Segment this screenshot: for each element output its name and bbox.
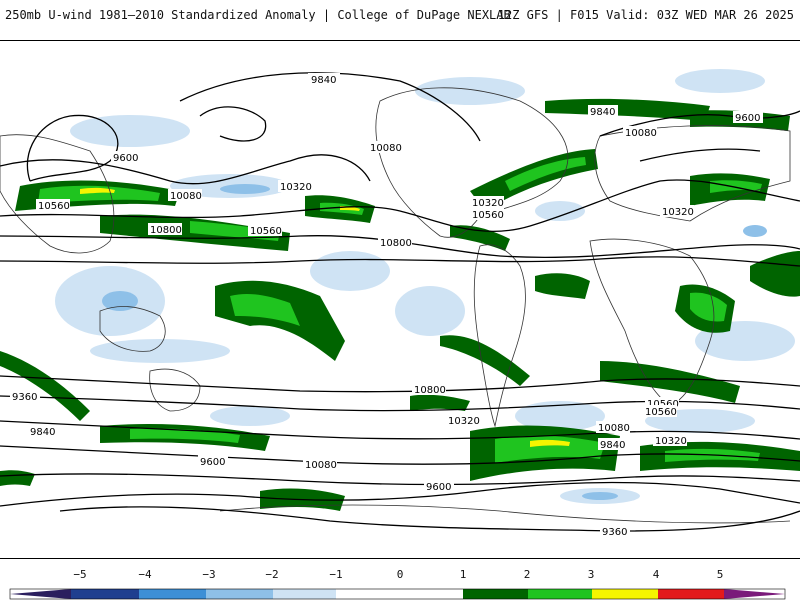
colorbar-arrow-right <box>724 589 785 599</box>
contour-label: 10080 <box>370 143 402 154</box>
colorbar-swatch <box>206 589 273 599</box>
contour-label: 10080 <box>305 460 337 471</box>
contour-label: 9840 <box>30 427 55 438</box>
contour-label: 9600 <box>426 482 451 493</box>
colorbar-swatch <box>463 589 528 599</box>
colorbar-tick-label: 1 <box>459 568 467 581</box>
colorbar-swatch <box>658 589 724 599</box>
colorbar-swatch <box>592 589 658 599</box>
contour-label: 10320 <box>655 436 687 447</box>
colorbar-arrow-left <box>10 589 71 599</box>
contour-label: 10560 <box>38 201 70 212</box>
contour-label: 10080 <box>625 128 657 139</box>
contour-label: 10320 <box>448 416 480 427</box>
colorbar-swatch <box>139 589 206 599</box>
colorbar-swatch <box>528 589 592 599</box>
contour-label: 10080 <box>170 191 202 202</box>
colorbar-tick-label: −2 <box>265 568 279 581</box>
negative-anomaly-shading <box>55 69 795 504</box>
colorbar-tick-label: 3 <box>587 568 595 581</box>
colorbar-tick-label: 2 <box>523 568 531 581</box>
map-panel: 9840 9600 10080 10320 10560 10800 9360 1… <box>0 40 800 559</box>
colorbar-tick-label: −5 <box>73 568 87 581</box>
colorbar-tick-label: −4 <box>138 568 152 581</box>
contour-label: 9600 <box>200 457 225 468</box>
colorbar-swatch <box>71 589 139 599</box>
contour-label: 9360 <box>602 527 627 538</box>
contour-label: 10800 <box>414 385 446 396</box>
contour-label: 10320 <box>662 207 694 218</box>
map-canvas: 9840 9600 10080 10320 10560 10800 9360 1… <box>0 69 800 538</box>
model-run-label: 12Z GFS | F015 Valid: 03Z WED MAR 26 202… <box>497 8 794 22</box>
colorbar-swatch <box>273 589 336 599</box>
colorbar-swatch <box>336 589 463 599</box>
contour-labels: 9840 9600 10080 10320 10560 10800 9360 1… <box>10 73 763 538</box>
colorbar-legend: −5 −4 −3 −2 −1 0 1 2 3 4 5 <box>0 568 800 600</box>
contour-label: 10560 <box>250 226 282 237</box>
colorbar-tick-label: −1 <box>329 568 343 581</box>
contour-label: 10800 <box>380 238 412 249</box>
contour-label: 9840 <box>600 440 625 451</box>
contour-label: 10560 <box>647 399 679 410</box>
header: 250mb U-wind 1981–2010 Standardized Anom… <box>0 0 800 34</box>
contour-label: 10560 <box>472 210 504 221</box>
contour-label: 9840 <box>311 75 336 86</box>
colorbar-scale <box>9 588 786 600</box>
colorbar-tick-label: −3 <box>202 568 216 581</box>
colorbar-tick-label: 0 <box>396 568 404 581</box>
map-title: 250mb U-wind 1981–2010 Standardized Anom… <box>5 8 511 22</box>
contour-label: 9600 <box>735 113 760 124</box>
contour-label: 9600 <box>113 153 138 164</box>
contour-label: 10800 <box>150 225 182 236</box>
moderate-negative-shading <box>102 184 767 500</box>
contour-label: 10080 <box>598 423 630 434</box>
colorbar-tick-label: 5 <box>716 568 724 581</box>
contour-label: 9360 <box>12 392 37 403</box>
contour-label: 10320 <box>472 198 504 209</box>
colorbar-tick-label: 4 <box>652 568 660 581</box>
coastlines <box>0 87 791 524</box>
contour-label: 10320 <box>280 182 312 193</box>
contour-label: 10560 <box>645 407 677 418</box>
contour-label: 9840 <box>590 107 615 118</box>
